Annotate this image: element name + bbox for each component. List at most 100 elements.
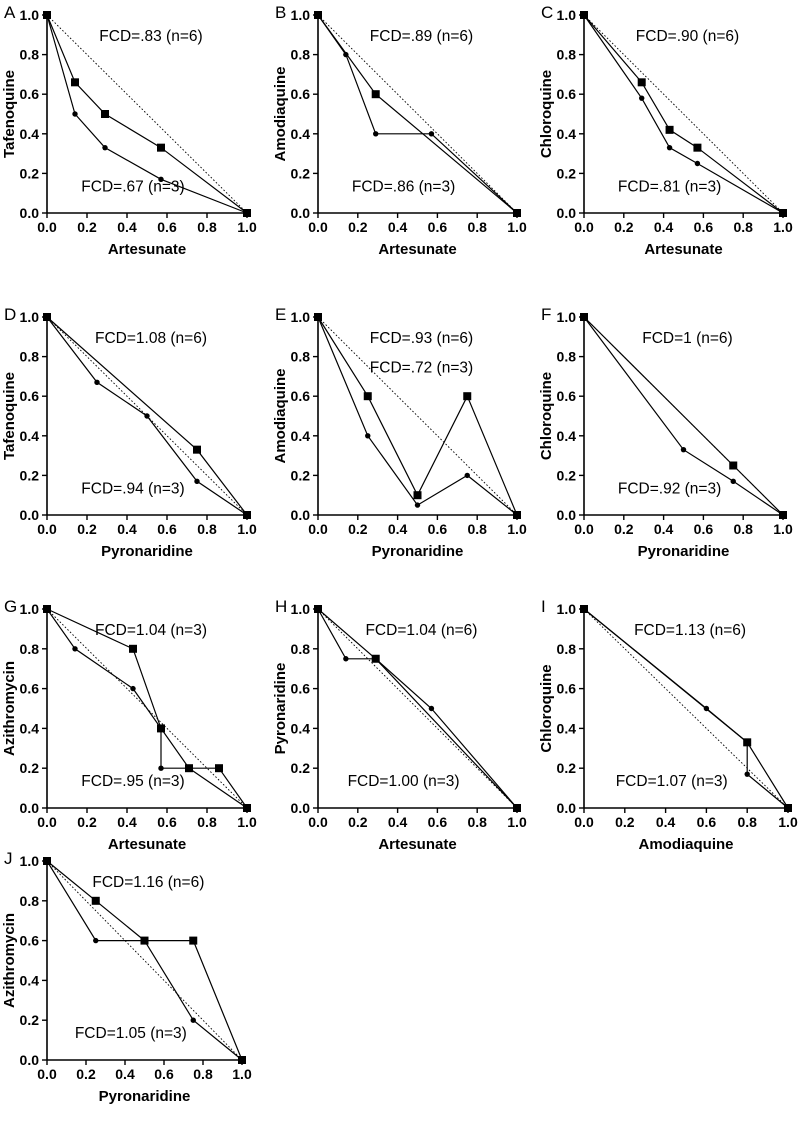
x-tick-label: 0.2 [348,814,368,830]
fcd-annotation: FCD=1.08 (n=6) [95,330,207,347]
x-axis-label: Artesunate [108,241,186,258]
additivity-line [46,14,248,214]
y-tick-label: 0.4 [557,428,577,444]
data-point-circle [130,685,136,692]
data-point-circle [102,144,108,151]
fcd-annotation: FCD=1.05 (n=3) [75,1025,187,1042]
data-point-circle [694,160,701,167]
panel-e: E 0.0 0.2 0.4 0.6 0.8 1.0 0.0 0.2 0.4 0.6 0.8 1.0 Pyr… [272,305,527,560]
x-tick-label: 0.2 [348,521,368,537]
x-tick-label: 1.0 [773,521,793,537]
x-axis-label: Artesunate [108,836,186,853]
data-point-square [189,936,198,945]
data-point-circle [780,210,786,216]
x-tick-label: 0.8 [197,219,217,235]
fcd-annotation: FCD=.89 (n=6) [370,28,473,45]
data-point-circle [464,472,470,479]
panel-letter: B [275,3,286,22]
y-tick-label: 1.0 [557,309,577,325]
x-axis-label: Pyronaridine [99,1088,191,1105]
data-point-circle [94,379,100,386]
fcd-annotation: FCD=.94 (n=3) [81,480,184,497]
x-tick-label: 1.0 [507,219,527,235]
data-point-circle [186,765,192,771]
fcd-annotation: FCD=.67 (n=3) [81,178,184,195]
fcd-annotation: FCD=1.00 (n=3) [348,773,460,790]
y-tick-label: 0.0 [20,205,40,221]
y-axis-label: Chloroquine [538,70,555,158]
series-line-n3 [583,316,784,516]
panel-j: J 0.0 0.2 0.4 0.6 0.8 1.0 0.0 0.2 0.4 0.6 0.8 1.0 Pyr… [1,849,252,1105]
y-tick-label: 0.0 [291,800,311,816]
data-point-circle [190,1017,196,1023]
panel-f: F 0.0 0.2 0.4 0.6 0.8 1.0 0.0 0.2 0.4 0.6 0.8 1.0 Pyr… [538,305,793,560]
x-tick-label: 0.4 [388,814,408,830]
y-tick-label: 0.2 [291,165,311,181]
data-point-circle [44,314,50,320]
y-tick-label: 0.4 [291,126,311,142]
data-point-square [413,491,422,500]
data-point-circle [194,478,200,485]
panel-letter: F [541,305,551,324]
x-tick-label: 0.0 [37,521,57,537]
y-tick-label: 0.8 [291,47,311,63]
data-point-circle [581,606,587,612]
x-tick-label: 0.0 [37,1066,57,1082]
y-tick-label: 0.4 [20,972,40,988]
data-point-circle [343,656,349,662]
data-point-square [215,764,223,773]
x-tick-label: 0.4 [654,521,674,537]
data-point-circle [744,771,750,777]
x-tick-label: 1.0 [507,814,527,830]
data-point-circle [680,446,687,453]
panel-d: D 0.0 0.2 0.4 0.6 0.8 1.0 0.0 0.2 0.4 0.6 0.8 1.0 Pyr… [1,305,257,560]
data-point-circle [365,433,371,439]
panel-letter: D [4,305,16,324]
data-point-circle [244,805,250,811]
data-point-circle [639,95,645,101]
data-point-circle [72,646,78,652]
y-tick-label: 0.6 [20,933,40,949]
y-tick-label: 0.2 [20,165,40,181]
x-axis-label: Artesunate [644,241,722,258]
x-tick-label: 0.0 [308,814,328,830]
panel-letter: G [4,597,17,616]
data-point-circle [315,12,321,18]
panel-h: H 0.0 0.2 0.4 0.6 0.8 1.0 0.0 0.2 0.4 0.6 0.8 1.0 Art… [272,597,527,853]
y-tick-label: 1.0 [557,601,577,617]
x-tick-label: 0.2 [615,814,635,830]
data-point-square [729,461,738,470]
y-axis-label: Pyronaridine [272,663,289,755]
panel-c: C 0.0 0.2 0.4 0.6 0.8 1.0 0.0 0.2 0.4 0.6 0.8 1.0 Art… [538,3,793,258]
data-point-circle [373,131,379,137]
x-tick-label: 0.6 [428,521,448,537]
y-tick-label: 0.6 [557,681,577,697]
fcd-annotation: FCD=.86 (n=3) [352,178,455,195]
additivity-line [583,608,789,809]
x-tick-label: 0.2 [77,219,97,235]
data-point-square [665,125,674,134]
panel-b: B 0.0 0.2 0.4 0.6 0.8 1.0 0.0 0.2 0.4 0.6 0.8 1.0 Art… [272,3,527,258]
data-point-circle [785,805,791,811]
x-tick-label: 0.4 [654,219,674,235]
y-tick-label: 0.2 [20,467,40,483]
data-point-circle [780,512,786,518]
y-tick-label: 0.0 [291,507,311,523]
data-point-circle [239,1057,245,1063]
y-axis-label: Azithromycin [1,913,18,1008]
data-point-circle [514,805,520,811]
x-tick-label: 1.0 [237,521,257,537]
data-point-circle [343,51,349,58]
y-tick-label: 1.0 [20,7,40,23]
x-tick-label: 0.8 [467,521,487,537]
x-axis-label: Artesunate [378,836,456,853]
x-tick-label: 0.6 [694,521,714,537]
y-tick-label: 0.6 [20,681,40,697]
fcd-annotation: FCD=.92 (n=3) [618,480,721,497]
x-tick-label: 0.8 [197,521,217,537]
y-tick-label: 0.4 [20,428,40,444]
x-tick-label: 0.8 [733,219,753,235]
y-tick-label: 0.2 [20,1012,40,1028]
data-point-circle [428,705,435,712]
